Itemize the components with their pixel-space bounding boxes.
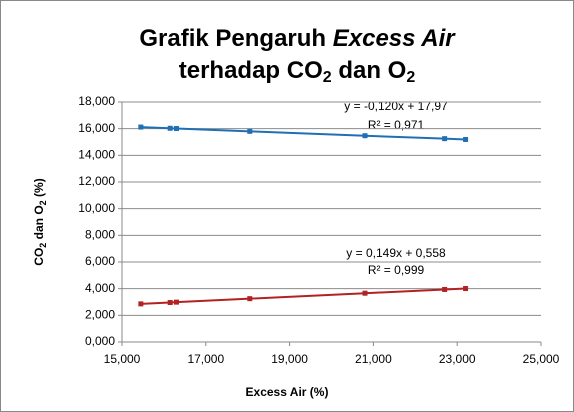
y-tick-label: 8,000 <box>85 228 115 242</box>
y-label-part: CO <box>32 248 46 266</box>
y-tick-label: 2,000 <box>85 308 115 322</box>
point <box>463 136 469 142</box>
point <box>463 286 469 292</box>
annotation: R² = 0,971 <box>368 118 425 132</box>
y-label-part: (%) <box>32 178 46 197</box>
y-tick-label: 18,000 <box>78 94 115 108</box>
point <box>442 136 448 142</box>
y-tick-label: 14,000 <box>78 148 115 162</box>
point <box>138 301 144 307</box>
point <box>138 124 144 130</box>
point <box>247 128 253 134</box>
y-tick-label: 6,000 <box>85 254 115 268</box>
title-part: 2 <box>406 69 415 86</box>
x-tick-label: 21,000 <box>355 352 392 366</box>
title-part: dan O <box>338 57 406 84</box>
y-label-part: 2 <box>38 243 48 248</box>
y-axis-label: CO2 dan O2 (%) <box>32 178 48 265</box>
point <box>362 290 368 296</box>
x-tick-label: 25,000 <box>523 352 560 366</box>
point <box>173 299 179 305</box>
x-tick-label: 15,000 <box>104 352 141 366</box>
chart-title-line2: terhadap CO2 dan O2 <box>179 57 416 86</box>
point <box>362 133 368 139</box>
x-tick-label: 19,000 <box>271 352 308 366</box>
y-tick-label: 10,000 <box>78 201 115 215</box>
y-label-part: 2 <box>38 200 48 205</box>
title-part: Grafik Pengaruh <box>139 25 326 52</box>
title-part: Excess Air <box>333 25 457 52</box>
annotation: y = 0,149x + 0,558 <box>346 246 446 260</box>
point <box>247 296 253 302</box>
point <box>173 126 179 132</box>
chart-title-line1: Grafik Pengaruh Excess Air <box>139 25 456 52</box>
annotation: R² = 0,999 <box>368 263 425 277</box>
annotation: y = -0,120x + 17,97 <box>344 99 448 113</box>
point <box>442 286 448 292</box>
y-tick-label: 0,000 <box>85 334 115 348</box>
y-label-part: dan O <box>32 205 46 239</box>
y-tick-label: 12,000 <box>78 174 115 188</box>
x-axis-label: Excess Air (%) <box>246 385 329 399</box>
y-tick-label: 16,000 <box>78 121 115 135</box>
x-tick-label: 23,000 <box>439 352 476 366</box>
x-tick-label: 17,000 <box>187 352 224 366</box>
point <box>167 300 173 306</box>
y-tick-label: 4,000 <box>85 281 115 295</box>
title-part: terhadap CO <box>179 57 323 84</box>
point <box>167 125 173 131</box>
title-part: 2 <box>323 69 332 86</box>
